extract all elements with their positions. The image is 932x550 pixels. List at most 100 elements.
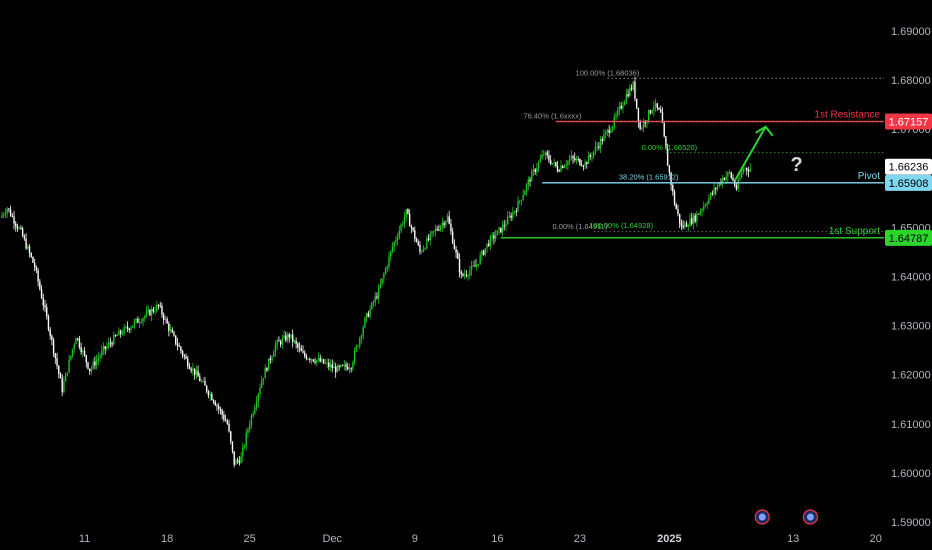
candle-body [496, 230, 499, 236]
candle-body [746, 168, 748, 171]
candle-body [92, 361, 94, 368]
candle-body [223, 414, 225, 420]
candle-body [470, 265, 473, 271]
candle-body [111, 343, 113, 345]
candle-body [248, 425, 251, 430]
candle-body [271, 356, 273, 361]
candle-body [264, 368, 266, 379]
candle-body [463, 274, 466, 276]
candle-body [291, 334, 294, 342]
candle-body [16, 226, 19, 229]
price-axis[interactable]: 1.690001.680001.670001.660001.650001.640… [885, 26, 932, 529]
candle-body [670, 172, 672, 186]
candle-body [489, 236, 492, 246]
fib-label: 0.00% (1.64911) [552, 222, 607, 231]
candle-body [617, 109, 619, 115]
candle-body [149, 309, 151, 316]
candle-body [601, 139, 603, 142]
candle-body [711, 193, 714, 194]
candle-body [269, 358, 272, 361]
candle-body [202, 380, 204, 382]
candle-body [742, 168, 745, 173]
x-tick-label: 23 [574, 533, 586, 545]
candle-body [634, 81, 636, 99]
candle-body [334, 366, 337, 373]
candle-body [555, 162, 557, 166]
candle-body [262, 378, 265, 381]
candle-body [355, 346, 358, 351]
candle-body [61, 378, 63, 393]
candle-body [644, 121, 646, 124]
candle-body [309, 358, 311, 361]
candle-body [245, 432, 247, 446]
candle-body [672, 185, 674, 192]
candle-body [231, 441, 234, 452]
candle-body [305, 355, 308, 360]
candle-body [281, 338, 284, 345]
candle-body [15, 223, 17, 227]
candle-body [498, 227, 500, 231]
candle-body [716, 185, 719, 190]
time-axis[interactable]: 11 18 25 Dec 9 16 23 2025 13 20 [79, 533, 882, 545]
level-price-tag-bg [885, 174, 932, 191]
candle-body [658, 108, 660, 110]
candle-body [46, 307, 48, 317]
candle-body [359, 338, 361, 346]
events-layer[interactable] [754, 509, 819, 525]
calendar-event-icon [802, 509, 819, 525]
candle-body [673, 191, 676, 205]
x-tick-label: 9 [412, 533, 418, 545]
candle-body [30, 252, 32, 257]
candle-body [531, 171, 533, 182]
candle-body [276, 340, 278, 345]
candle-body [431, 231, 433, 234]
candle-body [546, 152, 548, 156]
candle-body [728, 172, 731, 174]
candle-body [575, 158, 578, 161]
candle-body [185, 356, 187, 359]
candle-body [661, 112, 664, 124]
candle-body [274, 344, 277, 353]
candle-body [371, 302, 373, 310]
candle-body [338, 365, 340, 367]
candle-body [692, 215, 695, 224]
candle-body [137, 318, 139, 323]
candle-body [190, 368, 192, 371]
candle-body [80, 347, 82, 353]
candle-body [197, 370, 199, 377]
candle-body [328, 362, 330, 367]
candle-body [319, 358, 321, 362]
candle-body [548, 155, 550, 161]
candle-body [455, 248, 457, 253]
candle-body [348, 368, 351, 370]
candle-body [448, 216, 450, 224]
candle-body [362, 327, 364, 336]
candle-body [396, 237, 399, 241]
candle-body [49, 329, 51, 336]
candle-body [737, 179, 739, 189]
candle-body [52, 339, 55, 354]
candle-body [4, 213, 7, 215]
x-tick-label: 18 [161, 533, 173, 545]
current-price-tag-bg [885, 158, 932, 175]
candle-body [682, 225, 684, 228]
candle-body [715, 188, 717, 190]
candle-body [610, 130, 612, 133]
candle-body [627, 93, 629, 97]
candle-body [395, 240, 397, 243]
candle-body [694, 215, 696, 222]
candle-body [556, 165, 559, 171]
y-tick-label: 1.61000 [891, 419, 931, 431]
candle-body [574, 158, 576, 161]
x-tick-label: 25 [244, 533, 256, 545]
candle-body [300, 348, 302, 352]
candle-body [83, 350, 86, 356]
candle-body [133, 321, 136, 326]
candle-body [78, 338, 81, 348]
candle-body [3, 214, 5, 216]
candle-body [178, 345, 180, 347]
candle-body [403, 217, 406, 224]
candle-body [580, 165, 583, 166]
candle-body [730, 172, 732, 178]
